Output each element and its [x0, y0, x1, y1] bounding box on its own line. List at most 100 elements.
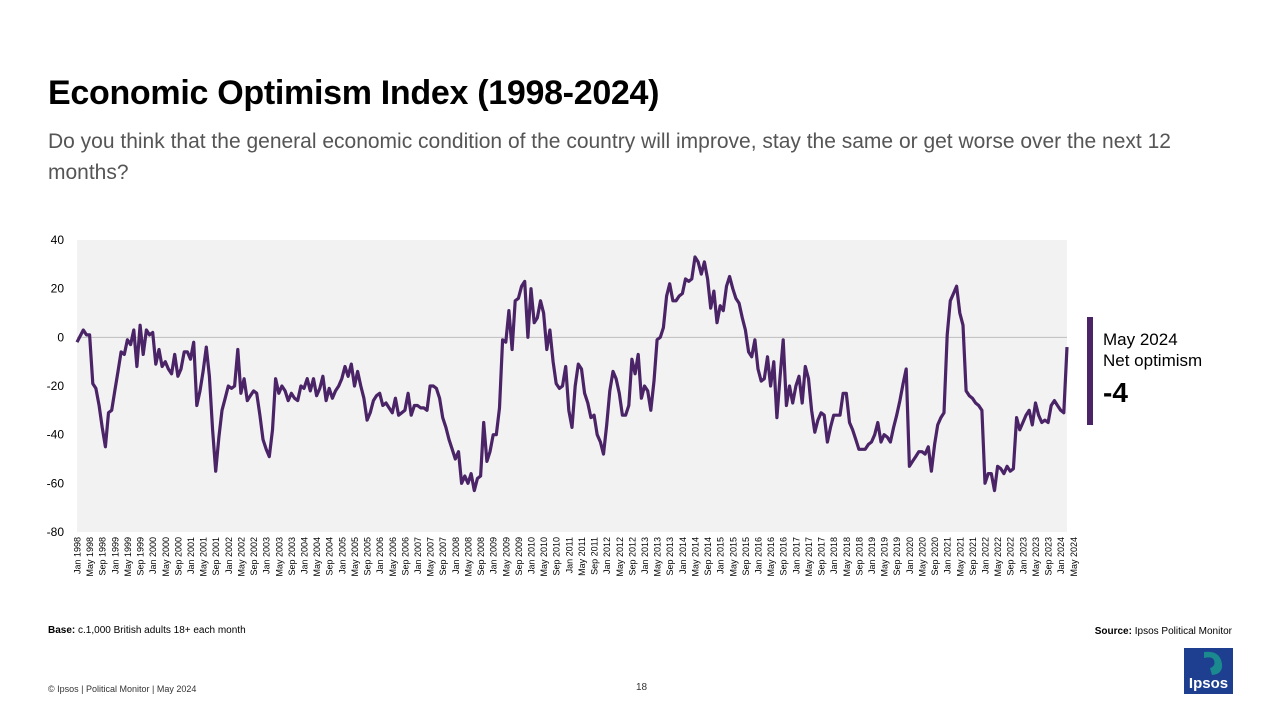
- x-tick-label: Jan 2023: [1018, 537, 1028, 574]
- x-tick-label: May 2017: [804, 537, 814, 577]
- x-tick-label: May 1999: [123, 537, 133, 577]
- x-tick-label: May 2012: [615, 537, 625, 577]
- source-note: Source: Ipsos Political Monitor: [1095, 626, 1232, 637]
- x-tick-label: Sep 2017: [817, 537, 827, 576]
- y-axis: 40 20 0 -20 -40 -60 -80: [47, 233, 65, 539]
- x-tick-label: Sep 2000: [173, 537, 183, 576]
- x-tick-label: Jan 2009: [489, 537, 499, 574]
- callout-label: Net optimism: [1103, 351, 1203, 370]
- x-tick-label: May 2007: [426, 537, 436, 577]
- x-tick-label: May 2001: [199, 537, 209, 577]
- logo-swoosh: [1204, 651, 1223, 675]
- x-tick-label: Jan 2000: [148, 537, 158, 574]
- x-tick-label: Sep 1998: [98, 537, 108, 576]
- x-tick-label: May 2000: [161, 537, 171, 577]
- x-tick-label: Jan 2007: [413, 537, 423, 574]
- x-tick-label: Sep 2011: [590, 537, 600, 575]
- y-tick-label: -60: [47, 476, 65, 490]
- x-tick-label: May 2024: [1069, 537, 1079, 577]
- plot-area: [77, 240, 1067, 532]
- base-note: Base: c.1,000 British adults 18+ each mo…: [48, 625, 246, 636]
- x-tick-label: Jan 2012: [602, 537, 612, 574]
- x-tick-label: May 2021: [955, 537, 965, 577]
- x-tick-label: Sep 2020: [930, 537, 940, 576]
- page-title: Economic Optimism Index (1998-2024): [48, 74, 660, 112]
- x-tick-label: Sep 2010: [552, 537, 562, 576]
- y-tick-label: -80: [47, 525, 65, 539]
- x-tick-label: Jan 2005: [337, 537, 347, 574]
- x-tick-label: Jan 2003: [262, 537, 272, 574]
- x-tick-label: May 2003: [274, 537, 284, 577]
- x-tick-label: Jan 1998: [73, 537, 83, 574]
- ipsos-logo-icon: Ipsos: [1184, 648, 1233, 694]
- x-tick-label: May 2002: [236, 537, 246, 577]
- x-tick-label: Sep 2013: [665, 537, 675, 576]
- x-tick-label: May 2019: [880, 537, 890, 577]
- x-tick-label: Sep 2003: [287, 537, 297, 576]
- x-tick-label: Jan 2024: [1056, 537, 1066, 574]
- callout-period: May 2024: [1103, 330, 1178, 349]
- y-tick-label: 40: [51, 233, 65, 247]
- x-tick-label: Jan 2004: [300, 537, 310, 574]
- x-tick-label: Jan 2021: [943, 537, 953, 574]
- page-number: 18: [636, 682, 648, 693]
- x-tick-label: Sep 2018: [854, 537, 864, 576]
- x-tick-label: Sep 2004: [325, 537, 335, 576]
- x-tick-label: May 2013: [653, 537, 663, 577]
- x-tick-label: Jan 2006: [375, 537, 385, 574]
- x-tick-label: May 2022: [993, 537, 1003, 577]
- x-tick-label: Jan 2015: [716, 537, 726, 574]
- base-text: c.1,000 British adults 18+ each month: [75, 625, 246, 636]
- x-tick-label: Sep 2006: [400, 537, 410, 576]
- x-tick-label: Sep 2012: [627, 537, 637, 576]
- x-tick-label: Sep 2016: [779, 537, 789, 576]
- x-tick-label: Jan 2016: [754, 537, 764, 574]
- x-tick-label: Jan 1999: [110, 537, 120, 574]
- x-tick-label: Sep 1999: [136, 537, 146, 576]
- x-tick-label: Sep 2014: [703, 537, 713, 576]
- base-label: Base:: [48, 625, 76, 636]
- x-tick-label: Jan 2011: [564, 537, 574, 573]
- x-tick-label: Sep 2015: [741, 537, 751, 576]
- net-optimism-line: [75, 255, 1069, 493]
- x-tick-label: Sep 2009: [514, 537, 524, 576]
- x-tick-label: Jan 2001: [186, 537, 196, 574]
- x-tick-label: Sep 2007: [438, 537, 448, 576]
- x-tick-label: Sep 2008: [476, 537, 486, 576]
- logo-text: Ipsos: [1189, 675, 1228, 692]
- source-label: Source:: [1094, 626, 1132, 637]
- y-tick-label: 0: [57, 330, 64, 344]
- x-tick-label: May 2006: [388, 537, 398, 577]
- x-tick-label: May 2016: [766, 537, 776, 577]
- x-tick-label: Jan 2020: [905, 537, 915, 574]
- x-axis: Jan 1998 May 1998 Sep 1998 Jan 1999 May 1999…: [73, 537, 1079, 577]
- latest-value-callout: May 2024 Net optimism -4: [1087, 317, 1247, 425]
- x-tick-label: Jan 2008: [451, 537, 461, 574]
- x-tick-label: May 2005: [350, 537, 360, 577]
- x-tick-label: May 2020: [917, 537, 927, 577]
- x-tick-label: Jan 2014: [678, 537, 688, 574]
- x-tick-label: Sep 2022: [1006, 537, 1016, 576]
- x-tick-label: Sep 2019: [892, 537, 902, 576]
- x-tick-label: May 2008: [463, 537, 473, 577]
- page-subtitle: Do you think that the general economic c…: [48, 130, 1171, 184]
- x-tick-label: Jan 2019: [867, 537, 877, 574]
- x-tick-label: Sep 2021: [968, 537, 978, 576]
- x-tick-label: May 2014: [690, 537, 700, 577]
- y-tick-label: -20: [47, 379, 65, 393]
- callout-value: -4: [1103, 377, 1128, 408]
- x-tick-label: May 2011: [577, 537, 587, 576]
- source-text: Ipsos Political Monitor: [1131, 626, 1232, 637]
- y-tick-label: 20: [51, 282, 65, 296]
- callout-accent-bar: [1087, 317, 1093, 425]
- x-tick-label: May 2004: [312, 537, 322, 577]
- x-tick-label: Sep 2001: [211, 537, 221, 576]
- x-tick-label: Jan 2017: [791, 537, 801, 574]
- x-tick-label: Sep 2002: [249, 537, 259, 576]
- x-tick-label: Jan 2002: [224, 537, 234, 574]
- x-tick-label: May 1998: [85, 537, 95, 577]
- x-tick-label: Jan 2010: [527, 537, 537, 574]
- x-tick-label: May 2009: [501, 537, 511, 577]
- x-tick-label: Sep 2005: [363, 537, 373, 576]
